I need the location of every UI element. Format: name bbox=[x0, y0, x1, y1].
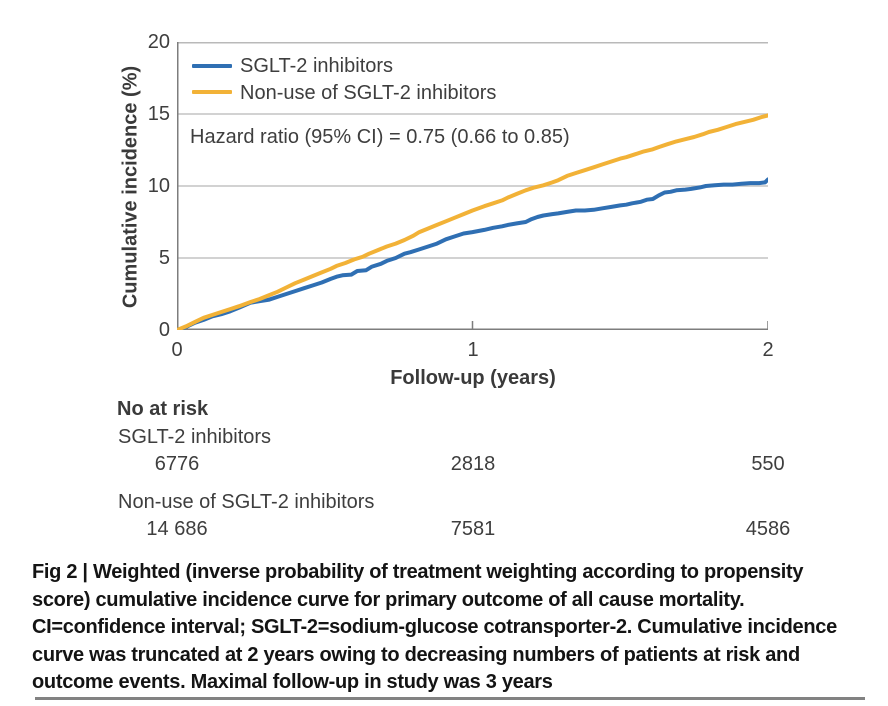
y-tick-10: 10 bbox=[147, 175, 170, 197]
legend-label-non-use: Non-use of SGLT-2 inhibitors bbox=[240, 82, 497, 104]
risk-value: 14 686 bbox=[146, 518, 208, 540]
risk-row-label-sglt2: SGLT-2 inhibitors bbox=[118, 426, 272, 448]
legend-label-sglt2-inhibitors: SGLT-2 inhibitors bbox=[240, 55, 394, 77]
caption-line: outcome events. Maximal follow-up in stu… bbox=[32, 671, 553, 693]
y-tick-20: 20 bbox=[147, 31, 170, 53]
cumulative-incidence-plot bbox=[177, 42, 768, 330]
risk-value: 6776 bbox=[154, 453, 200, 475]
risk-value: 550 bbox=[751, 453, 785, 475]
bottom-divider-rule bbox=[35, 697, 865, 700]
y-tick-15: 15 bbox=[147, 103, 170, 125]
legend-swatch-sglt2-inhibitors bbox=[192, 64, 232, 68]
risk-row-label-non-use: Non-use of SGLT-2 inhibitors bbox=[118, 491, 375, 513]
risk-value: 2818 bbox=[450, 453, 496, 475]
hazard-ratio-annotation: Hazard ratio (95% CI) = 0.75 (0.66 to 0.… bbox=[190, 126, 570, 148]
x-axis-title: Follow-up (years) bbox=[390, 367, 556, 389]
risk-table-heading: No at risk bbox=[117, 398, 209, 420]
y-axis-title: Cumulative incidence (%) bbox=[119, 65, 142, 309]
x-tick-0: 0 bbox=[171, 339, 183, 361]
risk-value: 4586 bbox=[745, 518, 791, 540]
risk-value: 7581 bbox=[450, 518, 496, 540]
caption-line: Fig 2 | Weighted (inverse probability of… bbox=[32, 561, 804, 583]
x-tick-2: 2 bbox=[762, 339, 774, 361]
caption-line: score) cumulative incidence curve for pr… bbox=[32, 588, 745, 611]
y-tick-0: 0 bbox=[158, 319, 170, 341]
caption-line: CI=confidence interval; SGLT-2=sodium-gl… bbox=[32, 616, 837, 638]
risk-row-values-non-use: 14 686 7581 4586 bbox=[0, 518, 888, 542]
risk-row-values-sglt2: 6776 2818 550 bbox=[0, 453, 888, 477]
y-tick-5: 5 bbox=[158, 247, 170, 269]
caption-line: curve was truncated at 2 years owing to … bbox=[32, 643, 800, 666]
x-tick-1: 1 bbox=[467, 339, 479, 361]
legend-swatch-non-use bbox=[192, 90, 232, 94]
figure-caption: Fig 2 | Weighted (inverse probability of… bbox=[32, 559, 872, 697]
